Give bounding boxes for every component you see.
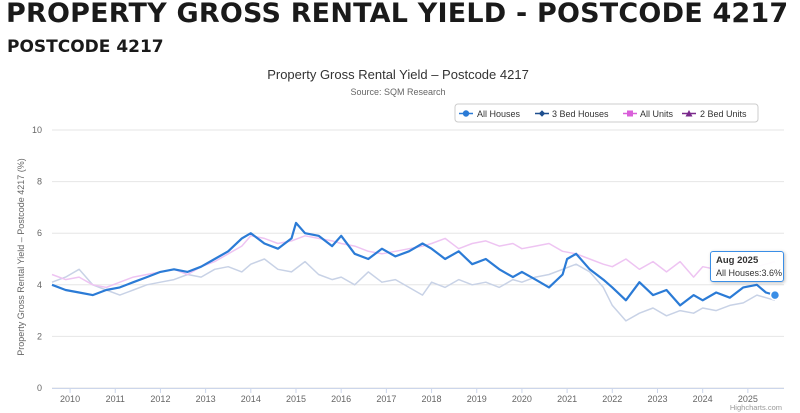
y-axis-label: Property Gross Rental Yield – Postcode 4… — [16, 158, 26, 356]
series-line-three-bed-houses[interactable] — [51, 258, 776, 322]
x-tick-label: 2022 — [602, 394, 622, 404]
y-axis-ticks: 0 2 4 6 8 10 — [32, 125, 42, 393]
x-tick-label: 2025 — [738, 394, 758, 404]
y-tick-label: 8 — [37, 177, 42, 187]
legend-item-all-units[interactable]: All Units — [623, 109, 674, 119]
chart-subtitle: Source: SQM Research — [350, 87, 445, 97]
x-tick-label: 2017 — [376, 394, 396, 404]
tooltip-colon: : — [759, 268, 762, 278]
x-tick-label: 2014 — [241, 394, 261, 404]
legend-label-3-bed-houses: 3 Bed Houses — [552, 109, 609, 119]
legend-label-all-units: All Units — [640, 109, 674, 119]
tooltip-date: Aug 2025 — [716, 255, 759, 266]
series-line-all-houses[interactable] — [51, 221, 776, 307]
tooltip: Aug 2025 All Houses:3.6% — [710, 251, 784, 282]
legend-marker-all-houses — [462, 110, 470, 117]
legend-item-all-houses[interactable]: All Houses — [459, 109, 521, 119]
grid — [52, 129, 784, 389]
legend-item-3-bed-houses[interactable]: 3 Bed Houses — [535, 109, 609, 119]
tooltip-point-marker[interactable] — [769, 289, 781, 301]
x-tick-label: 2023 — [647, 394, 667, 404]
y-tick-label: 10 — [32, 125, 42, 135]
y-tick-label: 6 — [37, 228, 42, 238]
x-tick-label: 2011 — [106, 394, 125, 404]
x-tick-label: 2010 — [60, 394, 80, 404]
x-tick-label: 2019 — [467, 394, 487, 404]
legend: All Houses 3 Bed Houses All Units 2 Bed … — [454, 103, 759, 123]
x-tick-label: 2016 — [331, 394, 351, 404]
y-tick-label: 0 — [37, 383, 42, 393]
chart-title: Property Gross Rental Yield – Postcode 4… — [267, 67, 529, 82]
x-tick-label: 2018 — [422, 394, 442, 404]
credits[interactable]: Highcharts.com — [730, 403, 782, 412]
page-subtitle: POSTCODE 4217 — [7, 37, 164, 57]
series — [51, 221, 776, 322]
legend-marker-all-units — [627, 110, 633, 117]
y-tick-label: 4 — [37, 280, 42, 290]
tooltip-value: 3.6% — [761, 268, 783, 278]
x-tick-label: 2021 — [557, 394, 577, 404]
y-tick-label: 2 — [37, 331, 42, 341]
legend-label-all-houses: All Houses — [477, 109, 521, 119]
x-tick-label: 2024 — [693, 394, 713, 404]
legend-marker-3-bed-houses — [538, 110, 546, 117]
legend-item-2-bed-units[interactable]: 2 Bed Units — [682, 109, 747, 119]
legend-marker-2-bed-units — [685, 110, 693, 117]
x-tick-label: 2012 — [150, 394, 170, 404]
page-title: PROPERTY GROSS RENTAL YIELD - POSTCODE 4… — [6, 0, 789, 29]
legend-box — [454, 103, 759, 123]
x-tick-label: 2013 — [196, 394, 216, 404]
x-axis-ticks: 2010 2011 2012 2013 2014 2015 2016 2017 2018 2019… — [60, 388, 758, 404]
x-tick-label: 2015 — [286, 394, 306, 404]
legend-label-2-bed-units: 2 Bed Units — [700, 109, 747, 119]
series-line-all-units[interactable] — [51, 235, 776, 289]
x-tick-label: 2020 — [512, 394, 532, 404]
tooltip-series: All Houses — [716, 268, 760, 278]
